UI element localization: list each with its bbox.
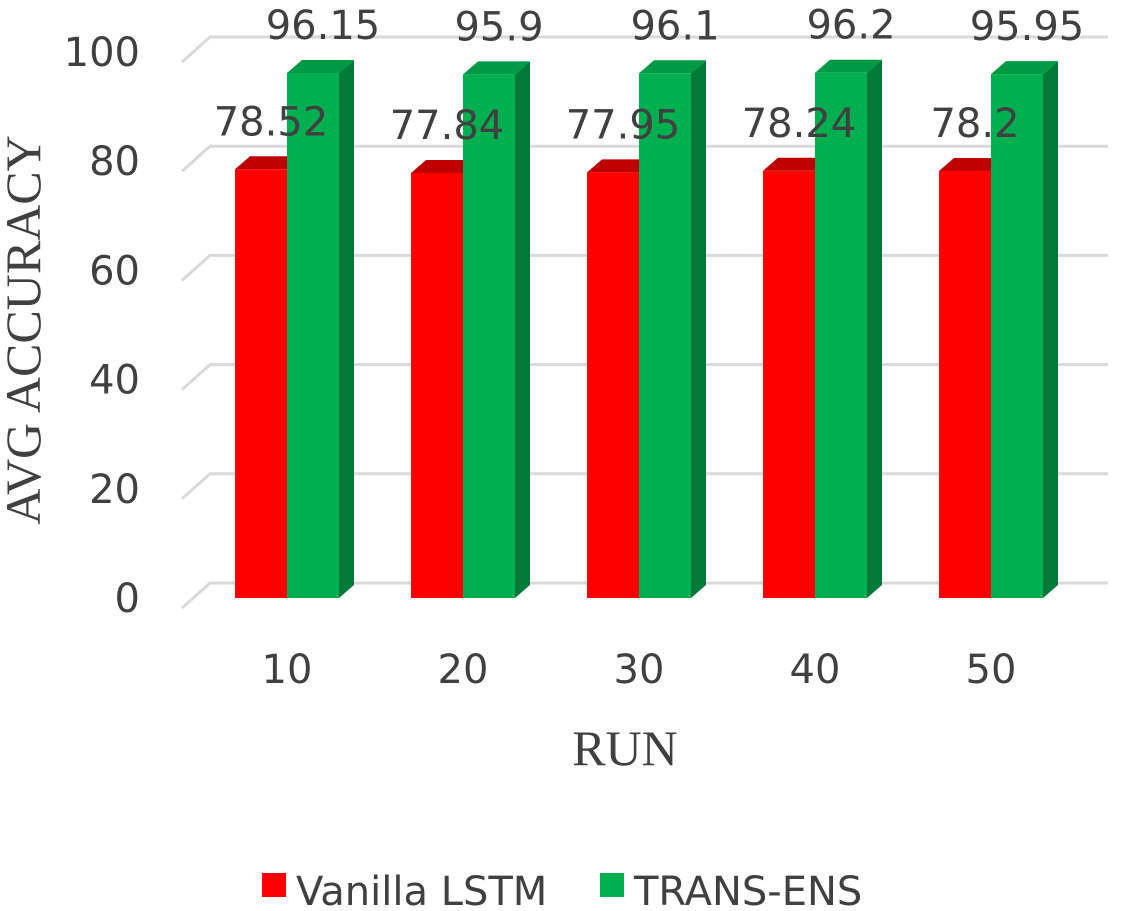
legend-swatch-trans-ens — [600, 873, 624, 897]
x-axis-title: RUN — [572, 720, 678, 776]
bar-front — [939, 171, 991, 598]
y-axis-title: AVG ACCURACY — [0, 135, 51, 524]
gridline — [181, 144, 1108, 173]
legend: Vanilla LSTM TRANS-ENS — [262, 869, 862, 911]
bar-side — [691, 60, 706, 598]
bar-front — [763, 170, 815, 598]
bar-front — [815, 72, 867, 599]
legend-label-trans-ens: TRANS-ENS — [633, 869, 862, 911]
data-label-trans-ens: 96.15 — [266, 3, 381, 49]
bar-top — [815, 59, 882, 73]
data-label-vanilla-lstm: 78.52 — [214, 99, 329, 145]
x-tick-label: 10 — [262, 647, 313, 693]
bar-top — [463, 61, 530, 75]
bar-top — [287, 60, 354, 74]
y-tick-label: 80 — [89, 139, 140, 185]
bar-side — [867, 59, 882, 599]
x-tick-label: 20 — [438, 647, 489, 693]
bar-trans-ens-10 — [287, 60, 354, 599]
bar-top — [587, 159, 654, 173]
bar-top — [763, 157, 830, 171]
legend-swatch-vanilla-lstm — [262, 873, 286, 897]
bar-trans-ens-20 — [463, 61, 530, 599]
bar-top — [235, 156, 302, 170]
y-tick-label: 0 — [115, 576, 140, 622]
y-tick-label: 40 — [89, 358, 140, 404]
y-tick-label: 100 — [64, 30, 140, 76]
data-label-trans-ens: 95.95 — [970, 4, 1085, 50]
gridline — [181, 35, 1108, 64]
bar-front — [463, 74, 515, 599]
bar-front — [287, 73, 339, 598]
data-labels: 78.52 96.15 77.84 95.9 77.95 96.1 78.24 96.2 78.… — [214, 3, 1085, 149]
y-axis-ticks: 0 20 40 60 80 100 — [64, 30, 140, 622]
data-label-vanilla-lstm: 77.95 — [566, 102, 681, 148]
bar-front — [235, 169, 287, 598]
bar-front — [639, 73, 691, 598]
y-tick-label: 20 — [89, 467, 140, 513]
bar-top — [939, 158, 1006, 172]
bars — [235, 59, 1058, 599]
bar-front — [587, 172, 639, 598]
bar-trans-ens-30 — [639, 60, 706, 598]
x-axis-ticks: 10 20 30 40 50 — [262, 647, 1017, 693]
bar-side — [1043, 61, 1058, 599]
bar-trans-ens-40 — [815, 59, 882, 599]
legend-label-vanilla-lstm: Vanilla LSTM — [296, 869, 547, 911]
data-label-vanilla-lstm: 78.2 — [930, 101, 1019, 147]
data-label-trans-ens: 96.2 — [806, 3, 895, 49]
x-tick-label: 30 — [614, 647, 665, 693]
bar-front — [991, 74, 1043, 599]
bar-side — [515, 61, 530, 599]
y-tick-label: 60 — [89, 248, 140, 294]
bar-top — [411, 159, 478, 173]
bar-side — [339, 60, 354, 599]
data-label-vanilla-lstm: 77.84 — [390, 103, 505, 149]
bar-trans-ens-50 — [991, 61, 1058, 599]
bar-top — [991, 61, 1058, 75]
bar-top — [639, 60, 706, 74]
x-tick-label: 40 — [790, 647, 841, 693]
x-tick-label: 50 — [966, 647, 1017, 693]
data-label-vanilla-lstm: 78.24 — [742, 101, 857, 147]
bar-front — [411, 172, 463, 599]
data-label-trans-ens: 96.1 — [630, 3, 719, 49]
data-label-trans-ens: 95.9 — [454, 4, 543, 50]
